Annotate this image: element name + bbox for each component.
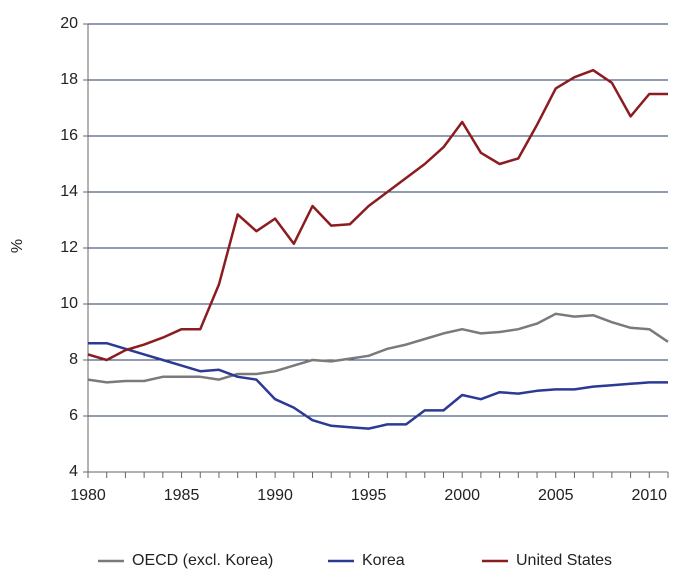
y-tick-label: 14 — [60, 183, 78, 200]
y-tick-label: 8 — [69, 351, 78, 368]
x-tick-label: 1995 — [351, 487, 387, 504]
y-tick-label: 6 — [69, 407, 78, 424]
y-axis-label: % — [9, 239, 26, 253]
x-tick-label: 2010 — [631, 487, 667, 504]
x-tick-label: 1980 — [70, 487, 106, 504]
series-line — [88, 341, 668, 430]
x-tick-label: 2000 — [444, 487, 480, 504]
legend-label: United States — [516, 552, 612, 569]
series-line — [87, 68, 668, 362]
y-tick-label: 10 — [60, 295, 78, 312]
y-tick-label: 18 — [60, 71, 78, 88]
y-tick-label: 4 — [69, 463, 78, 480]
x-tick-label: 2005 — [538, 487, 574, 504]
y-tick-label: 20 — [60, 15, 78, 32]
legend-label: OECD (excl. Korea) — [132, 552, 273, 569]
legend-label: Korea — [362, 552, 405, 569]
x-tick-label: 1990 — [257, 487, 293, 504]
x-tick-label: 1985 — [164, 487, 200, 504]
series-line — [87, 312, 669, 384]
y-tick-label: 16 — [60, 127, 78, 144]
y-tick-label: 12 — [60, 239, 78, 256]
